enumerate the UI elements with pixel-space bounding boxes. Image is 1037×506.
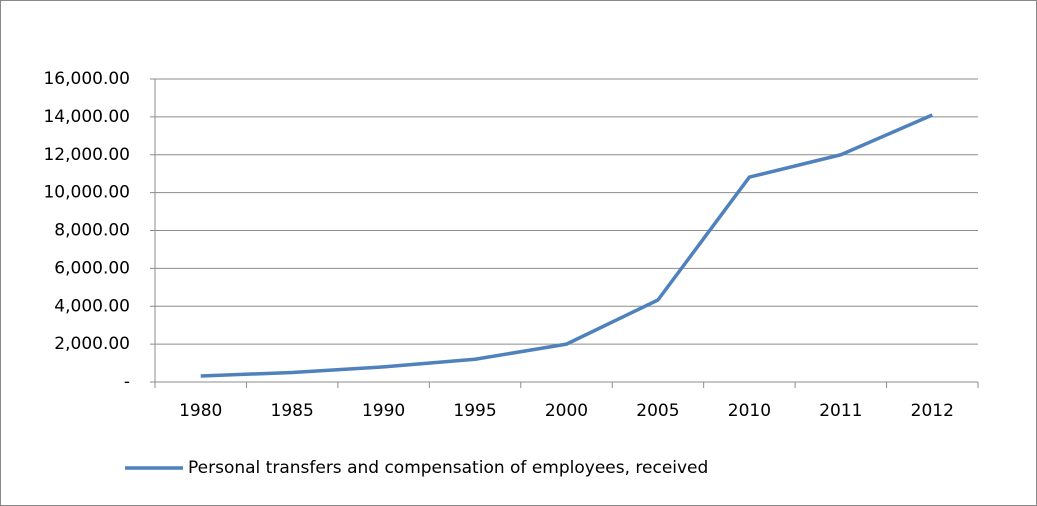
y-tick-label: 4,000.00 — [54, 296, 130, 316]
x-tick-label: 2010 — [728, 401, 771, 421]
legend-label: Personal transfers and compensation of e… — [188, 458, 708, 478]
x-tick-label: 2011 — [819, 401, 862, 421]
y-tick-label: 2,000.00 — [54, 334, 130, 354]
x-tick-label: 1985 — [271, 401, 314, 421]
x-tick-label: 1980 — [179, 401, 222, 421]
series-line — [200, 113, 933, 378]
x-tick-label: 2000 — [545, 401, 588, 421]
x-tick-label: 1990 — [362, 401, 405, 421]
x-tick-label: 2012 — [911, 401, 954, 421]
y-tick-label: 12,000.00 — [43, 145, 130, 165]
y-tick-label: 16,000.00 — [43, 69, 130, 89]
x-tick-label: 1995 — [453, 401, 496, 421]
y-tick-label: 8,000.00 — [54, 221, 130, 241]
x-tick-label: 2005 — [636, 401, 679, 421]
y-tick-label: - — [124, 372, 130, 392]
y-tick-label: 10,000.00 — [43, 183, 130, 203]
y-tick-label: 14,000.00 — [43, 107, 130, 127]
y-tick-label: 6,000.00 — [54, 258, 130, 278]
